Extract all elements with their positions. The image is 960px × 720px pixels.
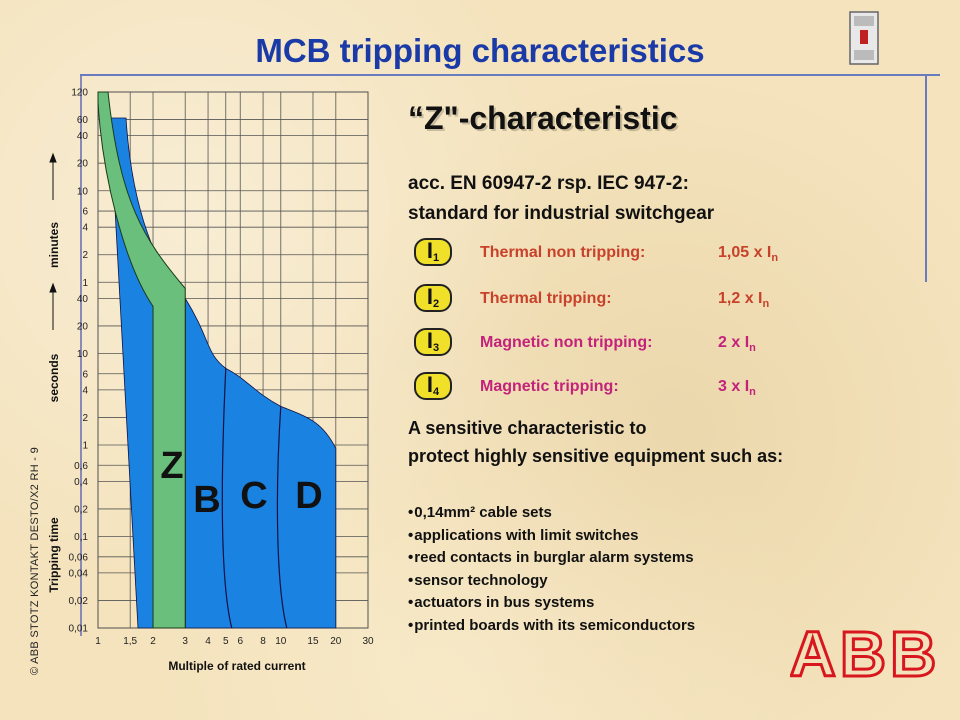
x-tick-label: 30 <box>362 636 374 647</box>
y-tick-label: 4 <box>82 385 88 396</box>
standard-line-2: standard for industrial switchgear <box>408 203 715 224</box>
standard-line-1: acc. EN 60947-2 rsp. IEC 947-2: <box>408 173 689 194</box>
sensitive-line-1: A sensitive characteristic to <box>408 418 647 438</box>
x-tick-label: 3 <box>182 636 188 647</box>
y-tick-label: 0,01 <box>69 624 89 635</box>
y-tick-label: 4 <box>82 223 88 234</box>
row-value-magnetic-tripping: 3 x In <box>718 378 756 399</box>
y-tick-label: 2 <box>82 413 88 424</box>
row-value-magnetic-non-tripping: 2 x In <box>718 334 756 355</box>
row-label-magnetic-tripping: Magnetic tripping: <box>480 378 619 395</box>
page-title: MCB tripping characteristics <box>255 32 705 69</box>
x-tick-label: 1 <box>95 636 101 647</box>
y-axis-unit-minutes: minutes <box>47 222 61 268</box>
series-label-d: D <box>295 475 322 517</box>
mcb-device-icon <box>849 11 879 65</box>
list-item: sensor technology <box>408 570 695 593</box>
row-label-magnetic-non-tripping: Magnetic non tripping: <box>480 334 653 351</box>
y-tick-label: 10 <box>77 186 89 197</box>
badge-i4: I4 <box>414 372 452 400</box>
y-tick-label: 10 <box>77 349 89 360</box>
series-label-b: B <box>193 479 220 521</box>
y-axis-unit-seconds: seconds <box>47 353 61 402</box>
y-tick-label: 20 <box>77 159 89 170</box>
row-value-thermal-tripping: 1,2 x In <box>718 290 770 311</box>
chart-bands <box>97 91 337 629</box>
equipment-list: 0,14mm² cable sets applications with lim… <box>408 502 695 637</box>
y-tick-label: 0,4 <box>74 477 88 488</box>
y-tick-label: 2 <box>82 250 88 261</box>
y-tick-label: 40 <box>77 294 89 305</box>
characteristic-heading: “Z"-characteristic <box>408 100 678 136</box>
x-tick-label: 15 <box>307 636 319 647</box>
list-item: actuators in bus systems <box>408 592 695 615</box>
y-tick-label: 40 <box>77 131 89 142</box>
list-item: printed boards with its semiconductors <box>408 615 695 638</box>
y-tick-label: 120 <box>71 88 88 99</box>
chart-ticks: 1 1,5 2 3 4 5 6 8 10 15 20 301206040201064214020106… <box>69 88 374 648</box>
x-tick-label: 10 <box>275 636 287 647</box>
row-label-thermal-non-tripping: Thermal non tripping: <box>480 244 646 261</box>
abb-logo: ABB <box>790 618 940 688</box>
badge-i2: I2 <box>414 284 452 312</box>
x-tick-label: 5 <box>223 636 229 647</box>
y-tick-label: 0,06 <box>69 552 89 563</box>
y-tick-label: 1 <box>82 440 88 451</box>
y-tick-label: 0,6 <box>74 461 88 472</box>
series-label-c: C <box>240 475 267 517</box>
title-rule <box>80 74 940 76</box>
band-z <box>97 91 186 629</box>
y-tick-label: 0,1 <box>74 532 88 543</box>
x-tick-label: 1,5 <box>123 636 137 647</box>
list-item: applications with limit switches <box>408 525 695 548</box>
list-item: reed contacts in burglar alarm systems <box>408 547 695 570</box>
band-separator <box>221 368 233 629</box>
x-tick-label: 20 <box>330 636 342 647</box>
tripping-chart: 1 1,5 2 3 4 5 6 8 10 15 20 301206040201064214020106… <box>47 88 374 674</box>
sensitive-line-2: protect highly sensitive equipment such … <box>408 446 784 466</box>
right-rule <box>925 76 927 282</box>
x-tick-label: 4 <box>205 636 211 647</box>
y-tick-label: 6 <box>82 207 88 218</box>
series-label-z: Z <box>160 445 183 487</box>
y-axis-label: Tripping time <box>47 517 61 593</box>
y-axis-arrows <box>49 152 57 330</box>
y-tick-label: 1 <box>82 278 88 289</box>
y-tick-label: 6 <box>82 369 88 380</box>
x-tick-label: 6 <box>237 636 243 647</box>
badge-i1: I1 <box>414 238 452 266</box>
y-tick-label: 0,02 <box>69 596 89 607</box>
row-label-thermal-tripping: Thermal tripping: <box>480 290 612 307</box>
badge-i3: I3 <box>414 328 452 356</box>
left-rule <box>80 76 82 636</box>
x-axis-label: Multiple of rated current <box>168 659 305 673</box>
y-tick-label: 20 <box>77 321 89 332</box>
band-separator <box>276 406 288 629</box>
x-tick-label: 8 <box>260 636 266 647</box>
y-tick-label: 0,04 <box>69 568 89 579</box>
y-tick-label: 0,2 <box>74 504 88 515</box>
list-item: 0,14mm² cable sets <box>408 502 695 525</box>
row-value-thermal-non-tripping: 1,05 x In <box>718 244 779 265</box>
x-tick-label: 2 <box>150 636 156 647</box>
svg-text:ABB: ABB <box>790 618 940 688</box>
y-tick-label: 60 <box>77 115 89 126</box>
